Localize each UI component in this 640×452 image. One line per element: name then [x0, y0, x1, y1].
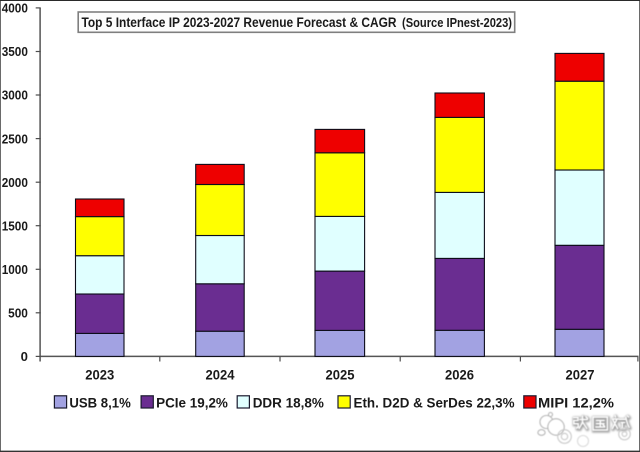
- svg-text:500: 500: [8, 306, 28, 321]
- svg-text:1000: 1000: [2, 262, 28, 277]
- svg-text:Top 5 Interface IP 2023-2027 R: Top 5 Interface IP 2023-2027 Revenue For…: [82, 15, 397, 30]
- svg-text:2023: 2023: [85, 367, 114, 383]
- svg-text:4000: 4000: [2, 1, 28, 16]
- svg-text:(Source IPnest-2023): (Source IPnest-2023): [402, 16, 512, 30]
- svg-text:2025: 2025: [326, 367, 355, 383]
- svg-text:3000: 3000: [2, 88, 28, 103]
- svg-text:2500: 2500: [2, 131, 28, 146]
- svg-text:2027: 2027: [566, 367, 595, 383]
- svg-text:2024: 2024: [206, 367, 235, 383]
- svg-text:MIPI 12,2%: MIPI 12,2%: [538, 395, 614, 410]
- svg-text:1500: 1500: [2, 218, 28, 233]
- svg-text:2026: 2026: [445, 367, 474, 383]
- svg-text:0: 0: [21, 349, 28, 364]
- svg-text:DDR 18,8%: DDR 18,8%: [253, 395, 324, 410]
- svg-text:2000: 2000: [2, 175, 28, 190]
- svg-text:3500: 3500: [2, 44, 28, 59]
- svg-text:PCIe 19,2%: PCIe 19,2%: [156, 395, 228, 410]
- svg-text:USB 8,1%: USB 8,1%: [69, 395, 130, 410]
- svg-text:Eth. D2D & SerDes 22,3%: Eth. D2D & SerDes 22,3%: [354, 395, 515, 410]
